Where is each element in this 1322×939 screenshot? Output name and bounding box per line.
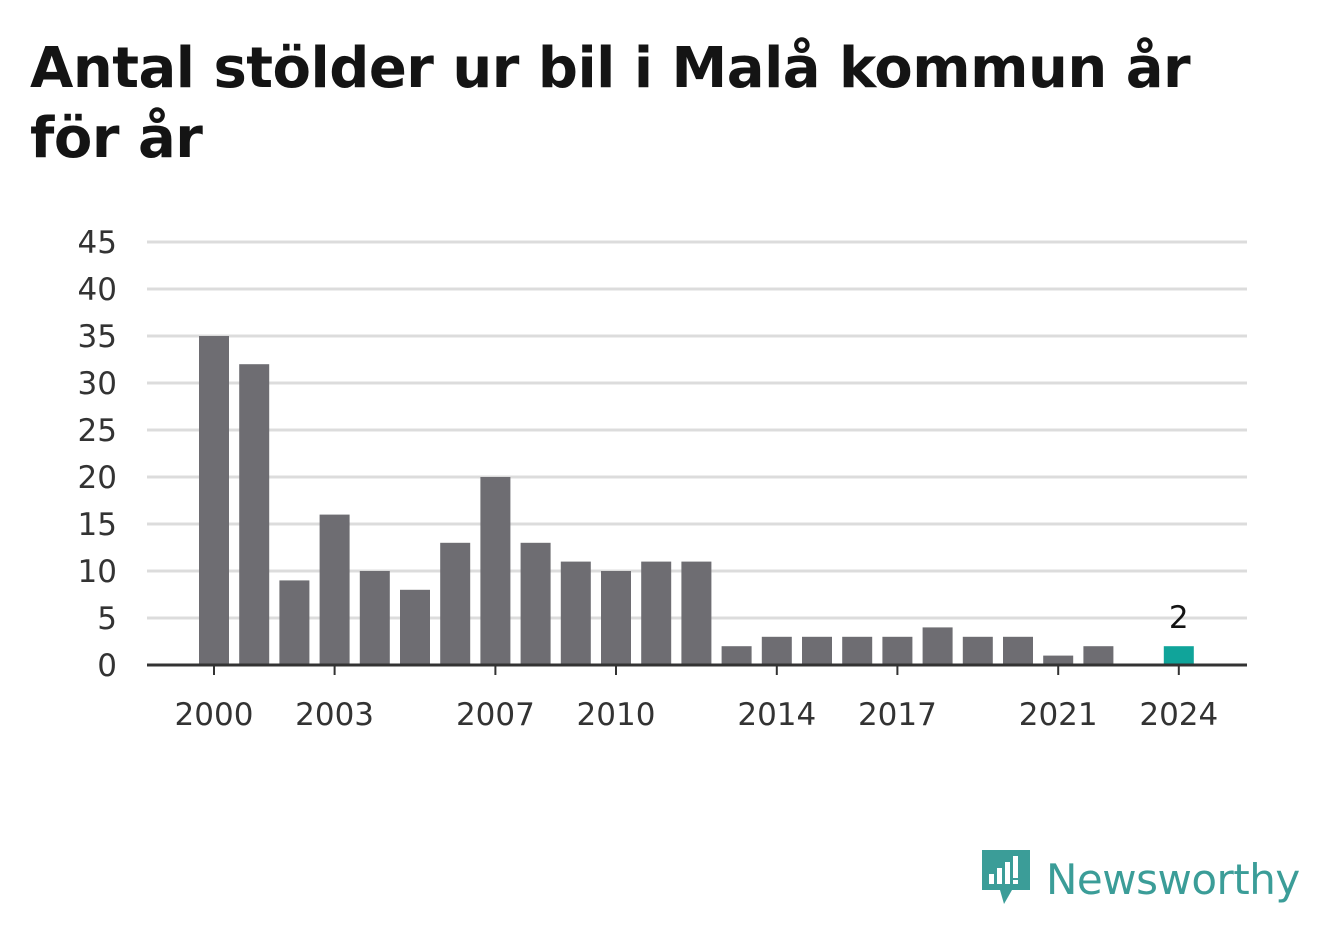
bar bbox=[279, 580, 310, 665]
y-tick-label: 25 bbox=[78, 413, 117, 449]
brand-logo: Newsworthy bbox=[980, 848, 1300, 910]
y-tick-label: 35 bbox=[78, 319, 117, 355]
x-tick-label: 2017 bbox=[858, 697, 937, 733]
x-tick-label: 2010 bbox=[577, 697, 656, 733]
bar bbox=[199, 336, 229, 665]
y-axis-ticks: 0 5 10 15 20 25 30 35 40 45 bbox=[78, 225, 117, 684]
bar bbox=[601, 571, 631, 665]
bar bbox=[520, 542, 551, 665]
bar bbox=[681, 561, 712, 665]
bar bbox=[1083, 646, 1114, 665]
bar bbox=[440, 542, 471, 665]
x-tick-label: 2024 bbox=[1139, 697, 1218, 733]
bar bbox=[359, 571, 390, 665]
x-tick-label: 2007 bbox=[456, 697, 535, 733]
bar bbox=[922, 627, 953, 665]
bar bbox=[560, 561, 591, 665]
grid-lines bbox=[147, 240, 1247, 620]
bar bbox=[1043, 655, 1074, 665]
bar bbox=[802, 636, 832, 665]
bars bbox=[199, 336, 1194, 665]
brand-name: Newsworthy bbox=[1046, 854, 1300, 904]
bar bbox=[1003, 636, 1033, 665]
bar bbox=[962, 636, 993, 665]
x-tick-label: 2000 bbox=[175, 697, 254, 733]
y-tick-label: 0 bbox=[97, 648, 117, 684]
y-tick-label: 45 bbox=[78, 225, 117, 261]
y-tick-label: 20 bbox=[78, 460, 117, 496]
bar bbox=[641, 561, 672, 665]
bar bbox=[480, 477, 511, 665]
bar bbox=[319, 514, 350, 665]
x-tick-label: 2003 bbox=[295, 697, 374, 733]
data-labels: 2 bbox=[1169, 600, 1189, 636]
x-axis: 2000 2003 2007 2010 2014 2017 2021 2024 bbox=[147, 663, 1247, 733]
data-label: 2 bbox=[1169, 600, 1189, 636]
bar bbox=[842, 636, 873, 665]
bar bbox=[761, 636, 792, 665]
y-tick-label: 40 bbox=[78, 272, 117, 308]
bar bbox=[721, 646, 752, 665]
x-tick-label: 2021 bbox=[1019, 697, 1098, 733]
x-tick-label: 2014 bbox=[737, 697, 816, 733]
chart-title: Antal stölder ur bil i Malå kommun år fö… bbox=[30, 36, 1191, 171]
bar bbox=[239, 364, 270, 665]
y-tick-label: 15 bbox=[78, 507, 117, 543]
bar bbox=[400, 589, 430, 665]
newsworthy-logo-icon bbox=[982, 850, 1030, 904]
bar bbox=[1163, 646, 1194, 665]
y-tick-label: 10 bbox=[78, 554, 117, 590]
y-tick-label: 5 bbox=[97, 601, 117, 637]
bar bbox=[882, 636, 913, 665]
y-tick-label: 30 bbox=[78, 366, 117, 402]
